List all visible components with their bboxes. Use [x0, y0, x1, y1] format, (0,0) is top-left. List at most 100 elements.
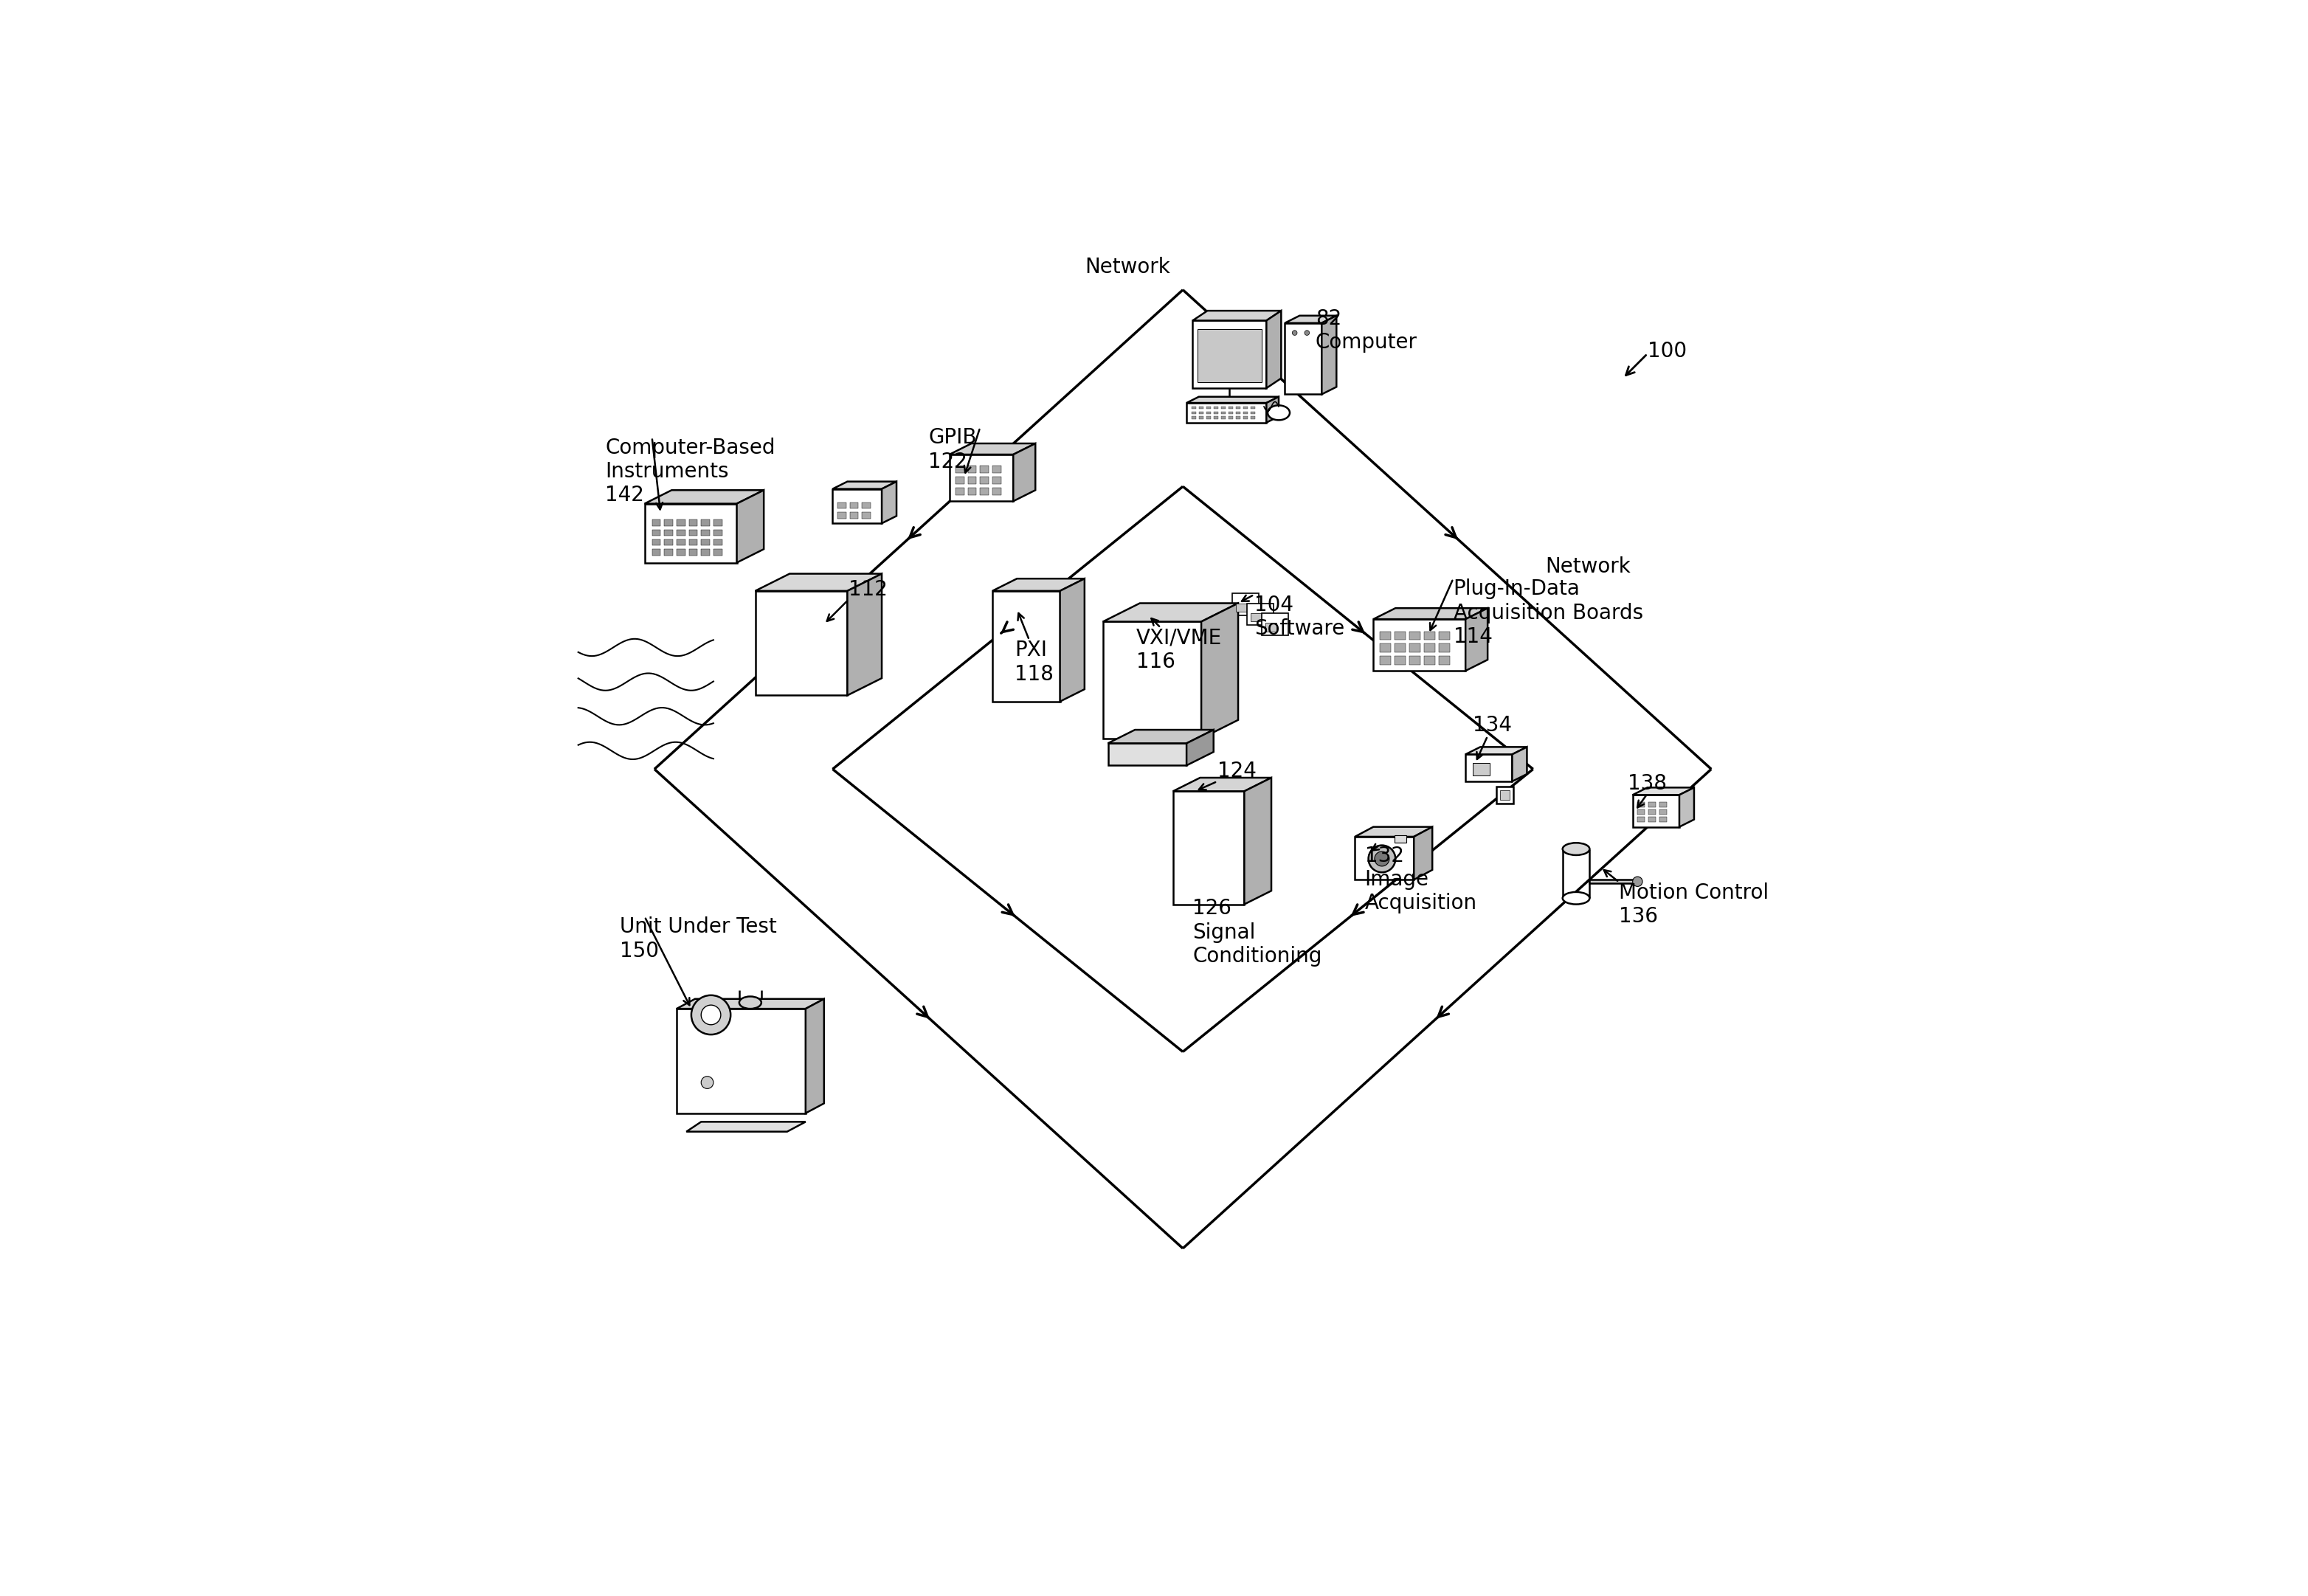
Bar — [1473, 763, 1491, 776]
Ellipse shape — [739, 996, 762, 1009]
Circle shape — [1304, 330, 1309, 335]
Polygon shape — [1103, 603, 1237, 621]
Bar — [1228, 412, 1232, 413]
Polygon shape — [1172, 792, 1244, 905]
Bar — [1235, 417, 1242, 418]
Bar — [676, 530, 685, 536]
Text: Network: Network — [1085, 257, 1170, 278]
Polygon shape — [1103, 621, 1200, 739]
Bar — [1424, 656, 1436, 664]
Bar — [992, 488, 1002, 495]
Polygon shape — [992, 591, 1059, 702]
Polygon shape — [736, 490, 764, 563]
Circle shape — [1292, 330, 1297, 335]
Bar — [1639, 809, 1646, 814]
Polygon shape — [1186, 402, 1267, 423]
Text: 104
Software: 104 Software — [1253, 595, 1343, 638]
Bar — [1251, 613, 1262, 621]
Bar — [713, 520, 722, 525]
Text: GPIB
122: GPIB 122 — [928, 428, 976, 472]
Bar — [1214, 407, 1219, 409]
Polygon shape — [1193, 311, 1281, 321]
Bar — [1424, 632, 1436, 640]
Polygon shape — [992, 579, 1085, 591]
Bar — [1214, 412, 1219, 413]
Bar — [838, 512, 847, 519]
Bar — [967, 466, 976, 472]
Polygon shape — [1286, 316, 1336, 322]
Bar — [981, 488, 988, 495]
Bar — [1394, 643, 1406, 653]
Bar — [702, 549, 711, 555]
Polygon shape — [1108, 729, 1214, 744]
Polygon shape — [685, 1122, 805, 1132]
Bar — [981, 466, 988, 472]
Bar — [1438, 643, 1449, 653]
Text: PXI
118: PXI 118 — [1016, 640, 1052, 685]
Bar — [1191, 417, 1196, 418]
Text: 124: 124 — [1216, 761, 1256, 782]
Text: 132
Image
Acquisition: 132 Image Acquisition — [1364, 846, 1477, 915]
Bar — [702, 530, 711, 536]
Polygon shape — [1108, 744, 1186, 766]
Bar — [651, 530, 660, 536]
Bar — [1500, 790, 1509, 800]
Bar — [1235, 412, 1242, 413]
Polygon shape — [833, 482, 896, 488]
Bar — [1659, 803, 1666, 808]
Bar — [992, 477, 1002, 484]
Bar — [1198, 412, 1205, 413]
Bar — [1235, 603, 1246, 611]
Bar — [1262, 613, 1288, 635]
Bar — [713, 539, 722, 546]
Polygon shape — [1186, 397, 1279, 402]
Bar — [676, 539, 685, 546]
Ellipse shape — [1563, 843, 1590, 855]
Bar — [967, 488, 976, 495]
Bar — [1408, 643, 1419, 653]
Bar — [651, 549, 660, 555]
Polygon shape — [1244, 777, 1272, 905]
Bar — [1191, 407, 1196, 409]
Bar — [1438, 632, 1449, 640]
Bar — [688, 520, 697, 525]
Bar — [688, 549, 697, 555]
Bar — [1639, 817, 1646, 822]
Bar — [665, 520, 674, 525]
Bar — [992, 466, 1002, 472]
Polygon shape — [755, 573, 882, 591]
Bar — [956, 466, 965, 472]
Text: 100: 100 — [1648, 342, 1687, 362]
Bar — [1191, 412, 1196, 413]
Bar — [1380, 643, 1389, 653]
Bar — [1659, 809, 1666, 814]
Bar — [665, 549, 674, 555]
Polygon shape — [833, 488, 882, 523]
Bar — [1265, 622, 1276, 632]
Circle shape — [692, 996, 732, 1034]
Bar — [1244, 412, 1249, 413]
Bar — [713, 549, 722, 555]
Polygon shape — [1590, 879, 1639, 884]
Polygon shape — [882, 482, 896, 523]
Bar — [1207, 407, 1212, 409]
Bar — [1232, 594, 1260, 616]
Bar — [1251, 412, 1256, 413]
Bar — [849, 512, 859, 519]
Bar — [863, 503, 870, 509]
Polygon shape — [847, 573, 882, 696]
Polygon shape — [1680, 787, 1694, 827]
Text: Plug-In-Data
Acquisition Boards
114: Plug-In-Data Acquisition Boards 114 — [1454, 579, 1643, 646]
Polygon shape — [949, 444, 1036, 455]
Bar — [1380, 632, 1389, 640]
Polygon shape — [755, 591, 847, 696]
Bar — [1207, 417, 1212, 418]
Polygon shape — [1193, 321, 1267, 388]
Bar — [651, 520, 660, 525]
Circle shape — [1369, 846, 1396, 873]
Polygon shape — [1355, 836, 1415, 879]
Bar — [1207, 412, 1212, 413]
Bar — [967, 477, 976, 484]
Text: Motion Control
136: Motion Control 136 — [1620, 883, 1768, 927]
Bar — [1251, 407, 1256, 409]
